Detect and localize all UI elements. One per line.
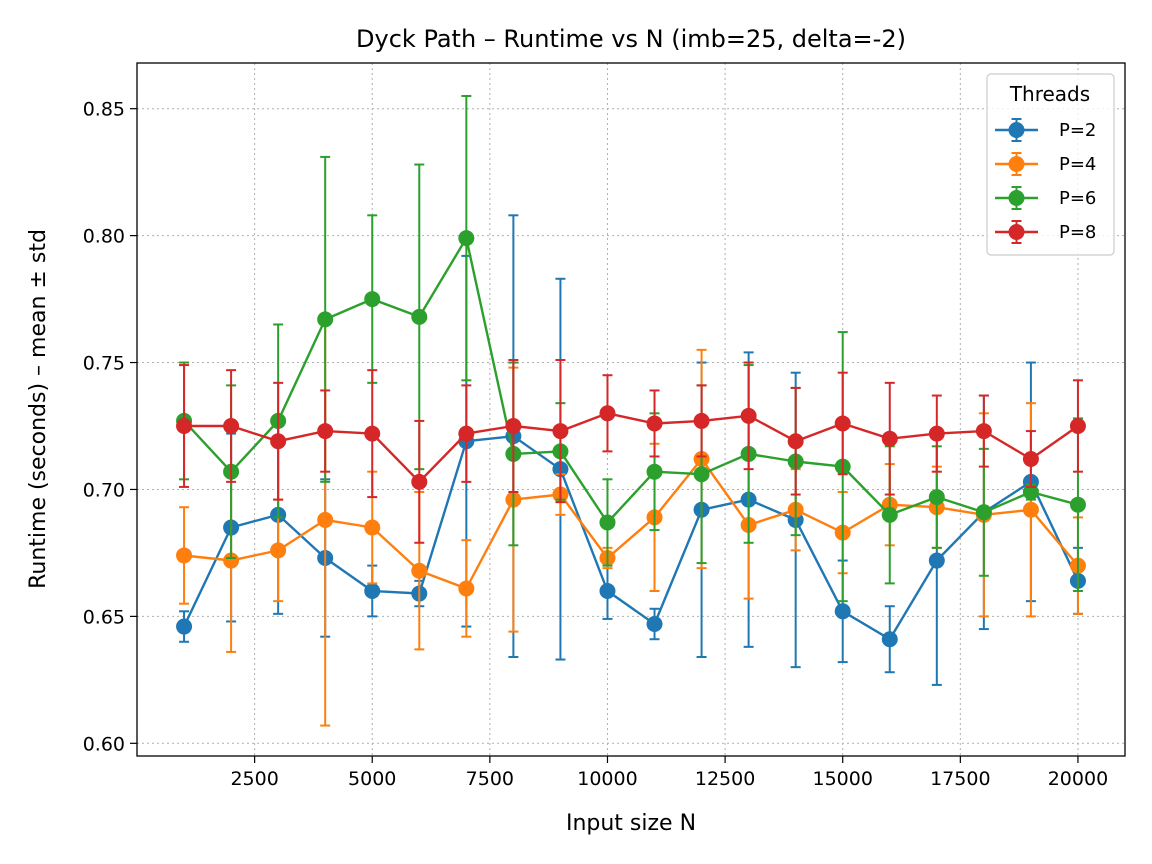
data-point <box>599 514 616 531</box>
y-tick-label: 0.65 <box>83 606 125 628</box>
y-tick-label: 0.85 <box>83 99 125 121</box>
data-point <box>364 583 381 599</box>
data-point <box>1022 501 1039 518</box>
data-point <box>317 423 334 440</box>
x-tick-label: 17500 <box>930 768 990 790</box>
data-point <box>1022 484 1039 500</box>
legend-entry: P=4 <box>995 152 1096 176</box>
data-point <box>834 415 851 432</box>
legend-marker <box>1008 224 1025 240</box>
data-point <box>458 425 475 442</box>
x-tick-label: 7500 <box>466 768 514 790</box>
legend-entries: P=2 P=4 P=6 P=8 <box>995 118 1096 244</box>
data-point <box>599 405 616 422</box>
data-point <box>693 412 710 429</box>
y-tick-label: 0.75 <box>83 353 125 375</box>
data-point <box>1069 496 1086 513</box>
data-point <box>411 473 428 490</box>
x-tick-label: 20000 <box>1048 768 1108 790</box>
series-layer <box>176 95 1086 727</box>
legend-entry: P=2 <box>995 118 1096 142</box>
y-axis-label: Runtime (seconds) – mean ± std <box>26 229 51 589</box>
data-point <box>693 466 710 483</box>
data-point <box>1022 451 1039 467</box>
data-point <box>317 311 334 328</box>
data-point <box>599 583 616 599</box>
data-point <box>317 511 334 528</box>
legend-entry: P=6 <box>995 186 1096 210</box>
data-point <box>552 423 569 440</box>
series-4 <box>176 359 1086 544</box>
data-point <box>975 423 992 440</box>
data-point <box>176 547 193 564</box>
x-tick-label: 12500 <box>695 768 755 790</box>
data-point <box>740 407 757 424</box>
legend-marker <box>1008 190 1025 206</box>
data-point <box>270 433 287 450</box>
x-tick-label: 10000 <box>577 768 637 790</box>
y-tick-label: 0.70 <box>83 479 125 501</box>
legend-label: P=4 <box>1059 154 1096 175</box>
data-point <box>646 616 663 632</box>
series-line <box>183 236 1079 524</box>
data-point <box>975 504 992 521</box>
data-point <box>176 418 193 434</box>
legend-marker <box>1008 156 1025 172</box>
x-tick-label: 15000 <box>812 768 872 790</box>
plot-frame <box>136 62 1126 757</box>
y-tick-label: 0.80 <box>83 226 125 248</box>
data-point <box>364 519 381 536</box>
legend-entry: P=8 <box>995 220 1096 244</box>
data-point <box>364 291 381 308</box>
data-point <box>881 631 898 648</box>
data-point <box>411 562 428 579</box>
data-point <box>223 418 240 434</box>
y-tick-label: 0.60 <box>83 733 125 755</box>
data-point <box>270 542 287 559</box>
series-line <box>182 435 1080 641</box>
data-point <box>928 425 945 442</box>
legend-label: P=8 <box>1059 222 1096 243</box>
data-point <box>505 418 522 434</box>
data-point <box>646 415 663 432</box>
tick-layer: 2500 5000 7500 10000 12500 15000 17500 20000 0.6… <box>83 99 1108 790</box>
x-axis-label: Input size N <box>566 811 696 836</box>
data-point <box>364 425 381 442</box>
legend-label: P=2 <box>1059 120 1096 141</box>
data-point <box>458 580 475 597</box>
data-point <box>881 506 898 523</box>
data-point <box>928 552 945 569</box>
data-point <box>646 463 663 480</box>
data-point <box>834 603 851 620</box>
legend-label: P=6 <box>1059 188 1096 209</box>
data-point <box>1069 418 1086 434</box>
data-point <box>928 489 945 506</box>
data-point <box>881 430 898 447</box>
x-tick-label: 5000 <box>348 768 396 790</box>
data-point <box>223 552 240 569</box>
data-point <box>458 230 475 247</box>
data-point <box>411 308 428 325</box>
data-point <box>787 433 804 450</box>
legend: Threads P=2 P=4 P=6 P=8 <box>986 73 1115 256</box>
x-tick-label: 2500 <box>230 768 278 790</box>
legend-marker <box>1008 122 1025 138</box>
legend-title: Threads <box>1009 82 1090 106</box>
chart-title: Dyck Path – Runtime vs N (imb=25, delta=… <box>356 25 906 53</box>
data-point <box>176 618 193 635</box>
